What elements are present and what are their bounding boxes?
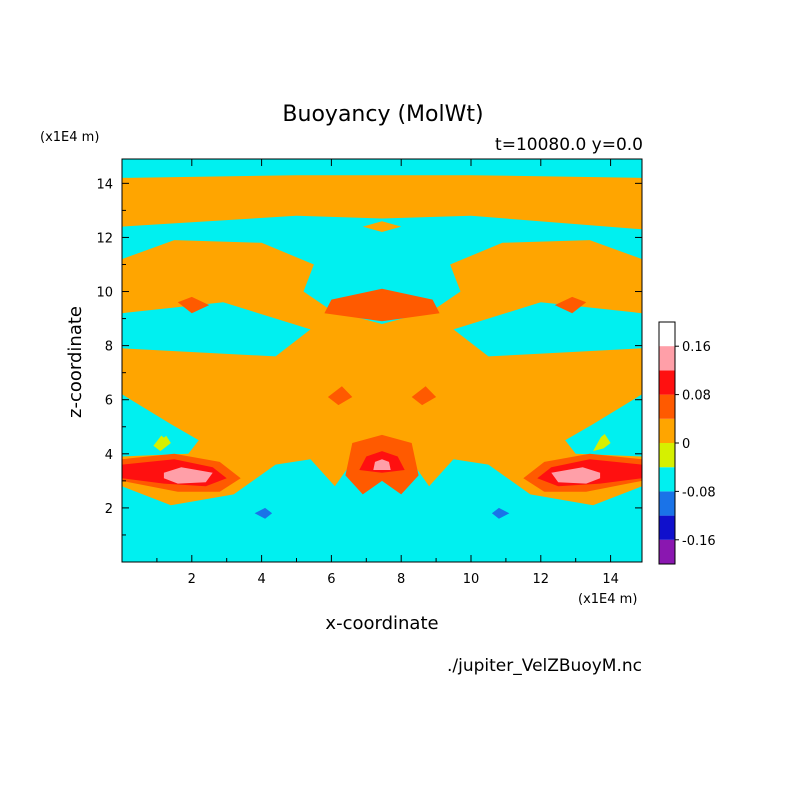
colorbar: -0.16 -0.08 0 0.08 0.16 xyxy=(658,321,716,565)
contour-region-24 xyxy=(491,507,510,519)
y-tick-label: 12 xyxy=(96,231,113,246)
chart-title: Buoyancy (MolWt) xyxy=(282,102,483,127)
contour-layer xyxy=(122,175,642,522)
contour-region-9 xyxy=(554,296,587,314)
contour-region-2 xyxy=(362,221,402,232)
contour-region-4 xyxy=(593,432,611,452)
y-unit-label: (x1E4 m) xyxy=(40,130,99,145)
chart-subtitle: t=10080.0 y=0.0 xyxy=(495,135,643,155)
contour-region-18 xyxy=(373,459,391,470)
colorbar-swatch-6 xyxy=(659,394,675,419)
y-tick-label: 10 xyxy=(96,286,113,301)
colorbar-swatch-2 xyxy=(659,491,675,516)
colorbar-swatch-5 xyxy=(659,418,675,443)
contour-region-5 xyxy=(324,288,440,322)
x-tick-label: 8 xyxy=(397,572,405,587)
colorbar-swatch-3 xyxy=(659,467,675,492)
x-unit-label: (x1E4 m) xyxy=(578,592,637,607)
contour-region-0 xyxy=(122,175,642,230)
contour-region-21 xyxy=(153,421,175,438)
colorbar-swatch-7 xyxy=(659,370,675,395)
contour-region-23 xyxy=(254,507,273,519)
y-tick-label: 6 xyxy=(105,394,113,409)
y-tick-label: 2 xyxy=(105,502,113,517)
contour-region-22 xyxy=(589,421,611,438)
source-file-label: ./jupiter_VelZBuoyM.nc xyxy=(447,656,642,676)
x-axis-label: x-coordinate xyxy=(325,613,438,634)
x-tick-label: 4 xyxy=(257,572,265,587)
contour-region-17 xyxy=(551,467,601,484)
y-tick-label: 4 xyxy=(105,448,113,463)
x-tick-label: 10 xyxy=(463,572,480,587)
colorbar-tick-label: 0 xyxy=(682,437,690,452)
colorbar-swatch-0 xyxy=(659,539,675,564)
colorbar-tick-label: -0.08 xyxy=(682,485,716,500)
colorbar-tick-label: 0.16 xyxy=(682,340,711,355)
colorbar-swatch-8 xyxy=(659,346,675,371)
contour-region-3 xyxy=(153,432,171,452)
x-tick-label: 6 xyxy=(327,572,335,587)
contour-region-6 xyxy=(327,386,353,406)
contour-region-16 xyxy=(163,467,213,484)
y-tick-label: 14 xyxy=(96,177,113,192)
contour-region-1 xyxy=(122,240,642,506)
x-tick-label: 14 xyxy=(602,572,619,587)
y-axis-label: z-coordinate xyxy=(65,306,86,418)
colorbar-swatch-4 xyxy=(659,443,675,468)
x-tick-label: 2 xyxy=(188,572,196,587)
colorbar-tick-label: 0.08 xyxy=(682,389,711,404)
colorbar-swatch-1 xyxy=(659,515,675,540)
y-tick-label: 8 xyxy=(105,340,113,355)
x-tick-label: 12 xyxy=(533,572,550,587)
colorbar-tick-label: -0.16 xyxy=(682,534,716,549)
axes: 2 4 6 8 10 12 14 2 4 6 8 10 12 14 xyxy=(96,158,643,587)
plot-frame xyxy=(121,158,643,563)
contour-region-7 xyxy=(411,386,437,406)
contour-region-8 xyxy=(177,296,210,314)
